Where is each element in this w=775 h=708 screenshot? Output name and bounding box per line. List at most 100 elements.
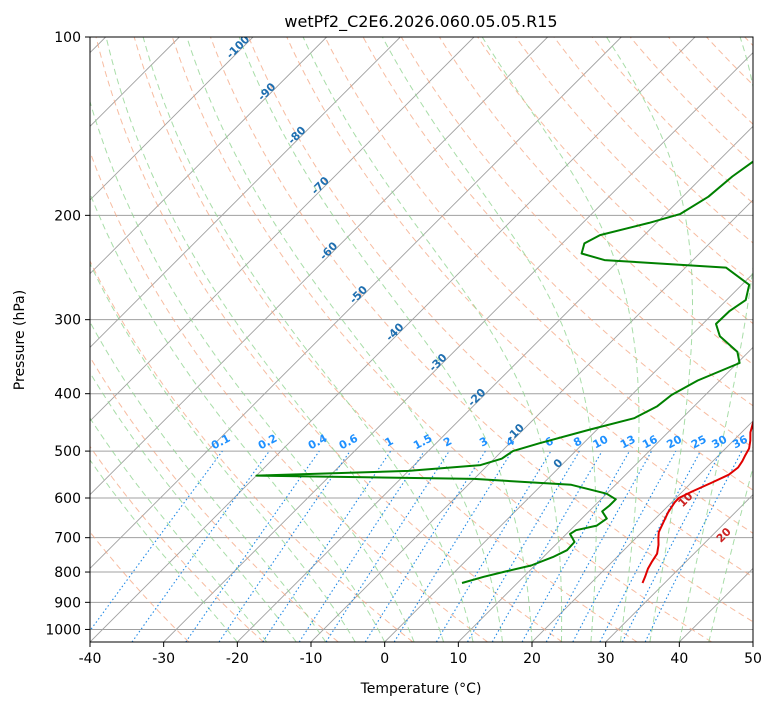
moist-adiabat-line	[708, 465, 753, 642]
isotherm-line	[679, 567, 753, 642]
isotherm-line	[90, 37, 475, 422]
mixing-ratio-line	[572, 450, 677, 642]
dry-adiabat-line	[210, 37, 753, 623]
mixing-ratio-label: 3	[477, 434, 490, 449]
isotherm-line	[531, 420, 753, 642]
y-tick-label: 700	[54, 531, 81, 547]
dry-adiabat-line	[95, 37, 563, 642]
chart-title: wetPf2_C2E6.2026.060.05.05.R15	[284, 12, 557, 32]
dry-adiabat-line	[515, 37, 753, 284]
y-tick-label: 200	[54, 208, 81, 224]
dry-adiabat-label: 30	[760, 553, 775, 573]
dry-adiabat-line	[171, 37, 712, 642]
isotherm-line	[384, 273, 753, 642]
dry-adiabat-line	[286, 37, 753, 534]
mixing-ratio-line	[218, 450, 351, 642]
mixing-ratio-label: 25	[689, 433, 709, 452]
axis-ticks: -40 -30 -20 -10 0 10 20 30 40 50 100 200 300 400 500 60…	[45, 30, 762, 667]
y-tick-label: 300	[54, 313, 81, 329]
x-tick-label: 10	[449, 651, 467, 667]
dry-adiabat-line	[248, 37, 753, 578]
dry-adiabat-label: 20	[714, 525, 734, 545]
mixing-ratio-line	[521, 450, 630, 642]
x-tick-label: 50	[744, 651, 762, 667]
isotherm-label: -60	[317, 239, 340, 262]
mixing-ratio-line	[90, 450, 223, 632]
y-axis-label: Pressure (hPa)	[12, 290, 28, 390]
moist-adiabat-line	[90, 192, 386, 642]
temperature-profile-line	[641, 419, 753, 584]
isotherm-line	[458, 346, 753, 642]
mixing-ratio-label: 1	[383, 434, 396, 449]
moist-adiabat-line	[142, 37, 474, 642]
x-axis-label: Temperature (°C)	[360, 681, 482, 697]
y-tick-label: 500	[54, 444, 81, 460]
moist-adiabat-line	[381, 37, 597, 642]
moist-adiabat-line	[678, 37, 753, 642]
mixing-ratio-label: 36	[730, 433, 750, 452]
isotherm-label: -50	[347, 283, 370, 306]
plot-frame	[89, 36, 754, 643]
isotherm-line	[752, 641, 753, 642]
dry-adiabat-line	[668, 37, 753, 125]
background-lines	[90, 37, 753, 642]
x-tick-label: 0	[380, 651, 389, 667]
dry-adiabat-line	[553, 37, 753, 244]
moist-adiabat-line	[302, 37, 563, 642]
isotherm-line	[90, 37, 696, 642]
dry-adiabat-line	[90, 531, 190, 642]
isotherm-line	[90, 37, 622, 569]
mixing-ratio-line	[131, 450, 270, 642]
y-tick-label: 100	[54, 30, 81, 46]
mixing-ratio-label: 20	[664, 433, 684, 452]
isotherm-label: -20	[465, 386, 488, 409]
mixing-ratio-line	[185, 450, 320, 642]
x-tick-label: -10	[300, 651, 323, 667]
reference-line-labels: 0.1 0.2 0.4 0.6 1 1.5 2 3 4 6 8 10 13 16 20 25 30 36-100-…	[209, 37, 775, 573]
mixing-ratio-label: 0.1	[209, 432, 232, 453]
dry-adiabat-line	[591, 37, 753, 204]
x-tick-label: -30	[152, 651, 175, 667]
x-tick-label: 40	[670, 651, 688, 667]
moist-adiabat-line	[105, 37, 445, 642]
moist-adiabat-line	[90, 262, 356, 642]
mixing-ratio-line	[262, 450, 392, 642]
y-tick-label: 600	[54, 491, 81, 507]
y-tick-label: 400	[54, 387, 81, 403]
dewpoint-profile-line	[255, 160, 753, 584]
moist-adiabat-line	[90, 99, 415, 642]
dry-adiabat-line	[744, 37, 753, 47]
dry-adiabat-line	[90, 150, 488, 642]
mixing-ratio-label: 16	[640, 433, 660, 452]
mixing-ratio-label: 30	[710, 433, 730, 452]
profile-lines	[255, 160, 753, 584]
isotherm-line	[237, 125, 753, 642]
mixing-ratio-label: 13	[618, 433, 638, 452]
isotherm-label: -30	[426, 351, 449, 374]
moist-adiabat-line	[606, 37, 693, 642]
moist-adiabat-line	[481, 37, 640, 642]
moist-adiabat-line	[90, 459, 238, 642]
x-tick-label: -40	[79, 651, 102, 667]
y-tick-label: 1000	[45, 622, 81, 638]
mixing-ratio-line	[644, 450, 743, 642]
isotherm-line	[90, 37, 254, 201]
y-tick-label: 800	[54, 565, 81, 581]
dry-adiabat-line	[706, 37, 753, 86]
mixing-ratio-line	[298, 450, 425, 642]
isotherm-line	[90, 37, 327, 275]
isotherm-line	[310, 199, 753, 642]
mixing-ratio-label: 0.4	[306, 432, 330, 453]
moist-adiabat-line	[90, 417, 268, 642]
isotherm-line	[90, 37, 401, 348]
moist-adiabat-line	[238, 37, 533, 642]
dry-adiabat-line	[324, 37, 753, 491]
mixing-ratio-line	[325, 450, 450, 642]
moist-adiabat-line	[90, 371, 297, 642]
isotherm-line	[163, 52, 753, 642]
dry-adiabat-line	[90, 259, 414, 642]
x-tick-label: 30	[597, 651, 615, 667]
y-tick-label: 900	[54, 595, 81, 611]
dry-adiabat-line	[90, 356, 339, 642]
